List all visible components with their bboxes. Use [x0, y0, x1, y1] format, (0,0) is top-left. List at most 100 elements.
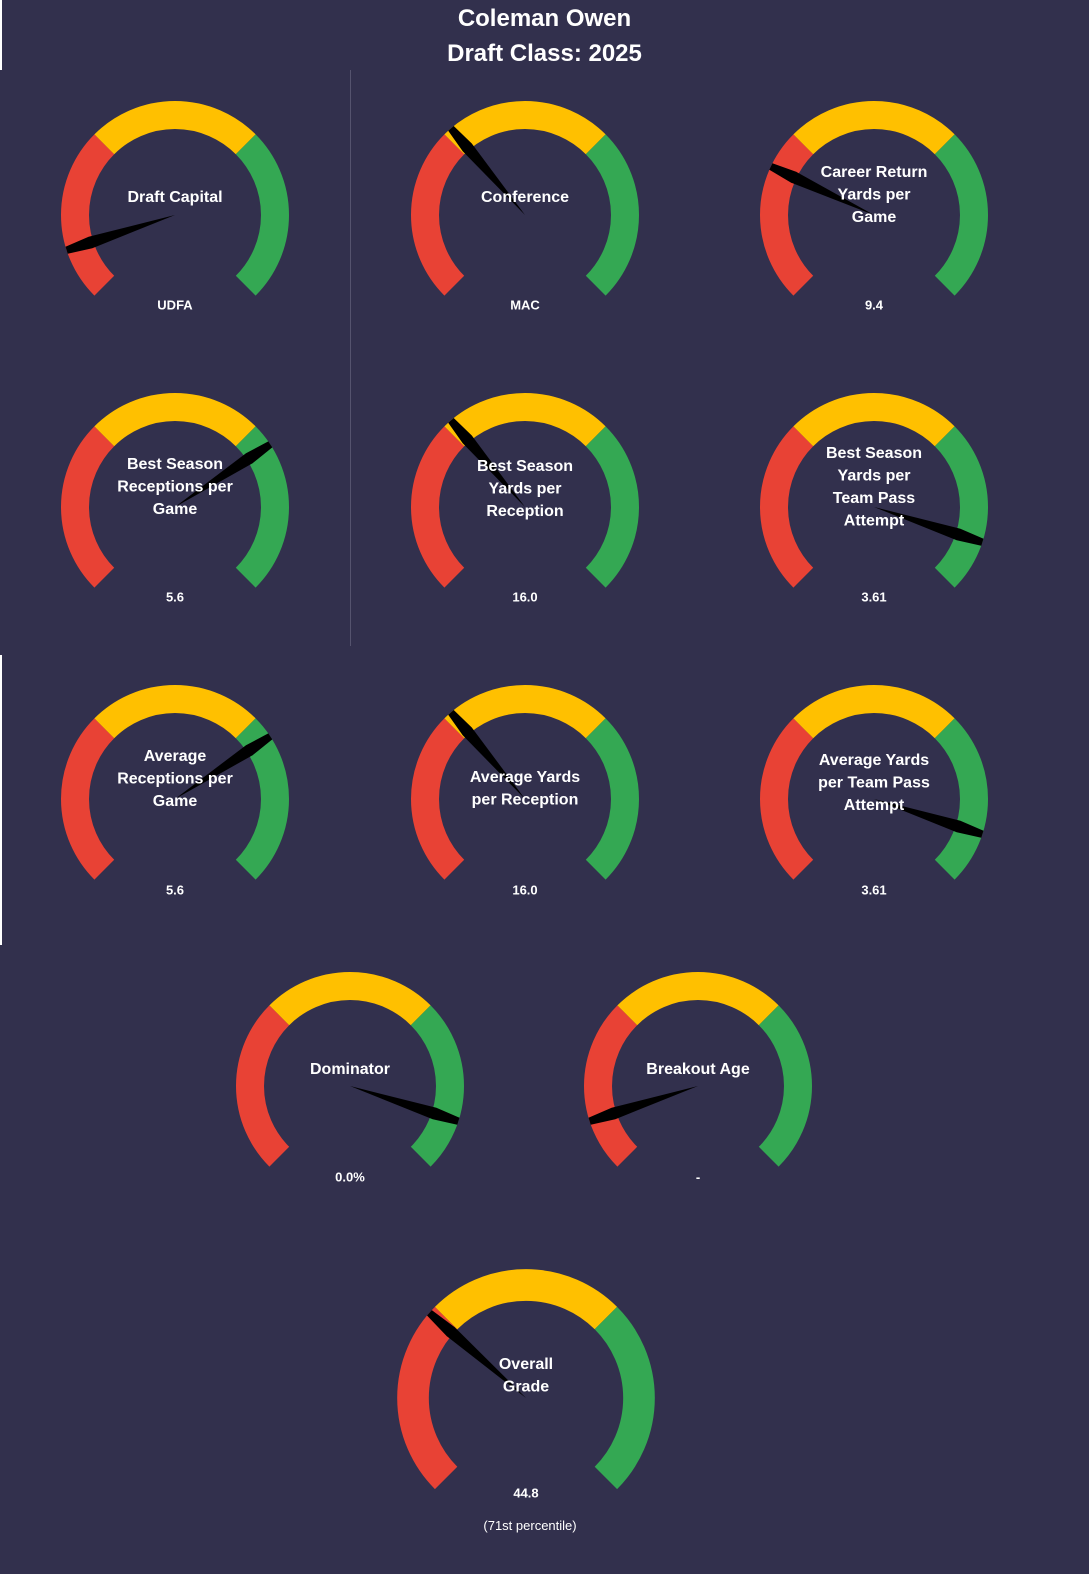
overall-percentile: (71st percentile) [483, 1518, 577, 1533]
gauge-red-band [411, 134, 465, 296]
gauge-green-band [585, 134, 639, 296]
gauge-title: Attempt [844, 513, 905, 530]
gauge-title: Grade [503, 1379, 549, 1396]
gauge: Average Yards per Reception 16.0 [411, 685, 639, 897]
column-divider [350, 70, 351, 646]
gauge-value-label: 0.0% [335, 1169, 365, 1184]
gauge-value-label: 9.4 [865, 297, 884, 312]
gauge-red-band [61, 134, 115, 296]
gauge-value-label: 16.0 [512, 589, 537, 604]
gauge-value-label: 16.0 [512, 882, 537, 897]
gauge-red-band [760, 718, 814, 880]
gauge: Overall Grade 44.8 [397, 1269, 655, 1500]
gauge-value-label: 3.61 [861, 882, 886, 897]
gauge-title: Draft Capital [127, 189, 222, 206]
gauge-red-band [411, 426, 465, 588]
gauge-red-band [411, 718, 465, 880]
edge-line [0, 655, 2, 945]
gauge-green-band [585, 718, 639, 880]
gauge-yellow-band [617, 972, 779, 1026]
gauge-yellow-band [434, 1269, 618, 1330]
gauge-needle [874, 799, 984, 838]
gauge: Best Season Yards per Reception 16.0 [411, 393, 639, 604]
gauge-needle [175, 441, 273, 507]
gauge-needle [175, 733, 273, 799]
gauge-title: Overall [499, 1356, 553, 1373]
gauge-title: Breakout Age [646, 1061, 750, 1078]
gauge-yellow-band [444, 393, 606, 447]
gauge-red-band [397, 1306, 458, 1490]
gauge-title: Best Season [127, 456, 223, 473]
gauge-green-band [758, 1005, 812, 1167]
gauge-title: Game [153, 793, 198, 810]
gauge-green-band [934, 134, 988, 296]
gauge-green-band [235, 134, 289, 296]
gauge: Average Yards per Team Pass Attempt 3.61 [760, 685, 988, 897]
gauge-red-band [61, 718, 115, 880]
player-name: Coleman Owen [457, 5, 632, 32]
gauge-value-label: MAC [510, 297, 540, 312]
gauge-red-band [760, 134, 814, 296]
gauge-title: Average Yards [470, 769, 580, 786]
gauge-red-band [760, 426, 814, 588]
gauge-title: Career Return [821, 164, 928, 181]
gauge-value-label: - [696, 1169, 700, 1184]
gauge-needle [448, 126, 525, 215]
gauge-yellow-band [269, 972, 431, 1026]
gauge-value-label: UDFA [157, 297, 193, 312]
gauge-green-band [934, 718, 988, 880]
gauge-yellow-band [444, 101, 606, 155]
gauge-needle [448, 418, 525, 507]
gauge-title: Conference [481, 189, 569, 206]
gauge-needle [588, 1086, 698, 1125]
gauge-red-band [584, 1005, 638, 1167]
gauge-yellow-band [94, 393, 256, 447]
gauge-title: Attempt [844, 797, 905, 814]
gauge-value-label: 3.61 [861, 589, 886, 604]
gauge: Breakout Age - [584, 972, 812, 1184]
gauge-needle [350, 1086, 460, 1125]
gauge: Dominator 0.0% [236, 972, 464, 1184]
gauge-title: Receptions per [117, 771, 233, 788]
gauge-yellow-band [793, 393, 955, 447]
gauge-needle [769, 163, 874, 215]
gauge-value-label: 5.6 [166, 882, 184, 897]
gauge: Conference MAC [411, 101, 639, 312]
gauge-title: Dominator [310, 1061, 390, 1078]
draft-class: Draft Class: 2025 [447, 40, 642, 67]
gauge-green-band [594, 1306, 655, 1490]
gauge: Best Season Yards per Team Pass Attempt 3.61 [760, 393, 988, 604]
gauge-yellow-band [793, 101, 955, 155]
gauge-title: per Reception [472, 792, 579, 809]
gauge-needle [427, 1310, 526, 1398]
edge-line [0, 0, 2, 70]
gauge-needle [65, 215, 175, 254]
gauge-title: Team Pass [833, 490, 916, 507]
gauge: Best Season Receptions per Game 5.6 [61, 393, 289, 604]
gauge-green-band [585, 426, 639, 588]
gauge-value-label: 5.6 [166, 589, 184, 604]
gauge-title: per Team Pass [818, 775, 930, 792]
gauge-green-band [410, 1005, 464, 1167]
gauge-yellow-band [94, 685, 256, 739]
gauge-title: Average [144, 748, 207, 765]
gauge: Career Return Yards per Game 9.4 [760, 101, 988, 312]
gauge-yellow-band [94, 101, 256, 155]
gauge-title: Receptions per [117, 479, 233, 496]
gauge-title: Average Yards [819, 752, 929, 769]
gauge-title: Reception [486, 503, 563, 520]
gauge-title: Best Season [477, 458, 573, 475]
gauge-green-band [934, 426, 988, 588]
gauge-yellow-band [793, 685, 955, 739]
gauge-title: Game [153, 501, 198, 518]
gauge: Average Receptions per Game 5.6 [61, 685, 289, 897]
gauge-title: Best Season [826, 445, 922, 462]
gauge-red-band [236, 1005, 290, 1167]
gauge-red-band [61, 426, 115, 588]
gauge-value-label: 44.8 [513, 1485, 538, 1500]
gauge-title: Yards per [489, 481, 562, 498]
gauge-yellow-band [444, 685, 606, 739]
gauge-needle [448, 710, 525, 799]
